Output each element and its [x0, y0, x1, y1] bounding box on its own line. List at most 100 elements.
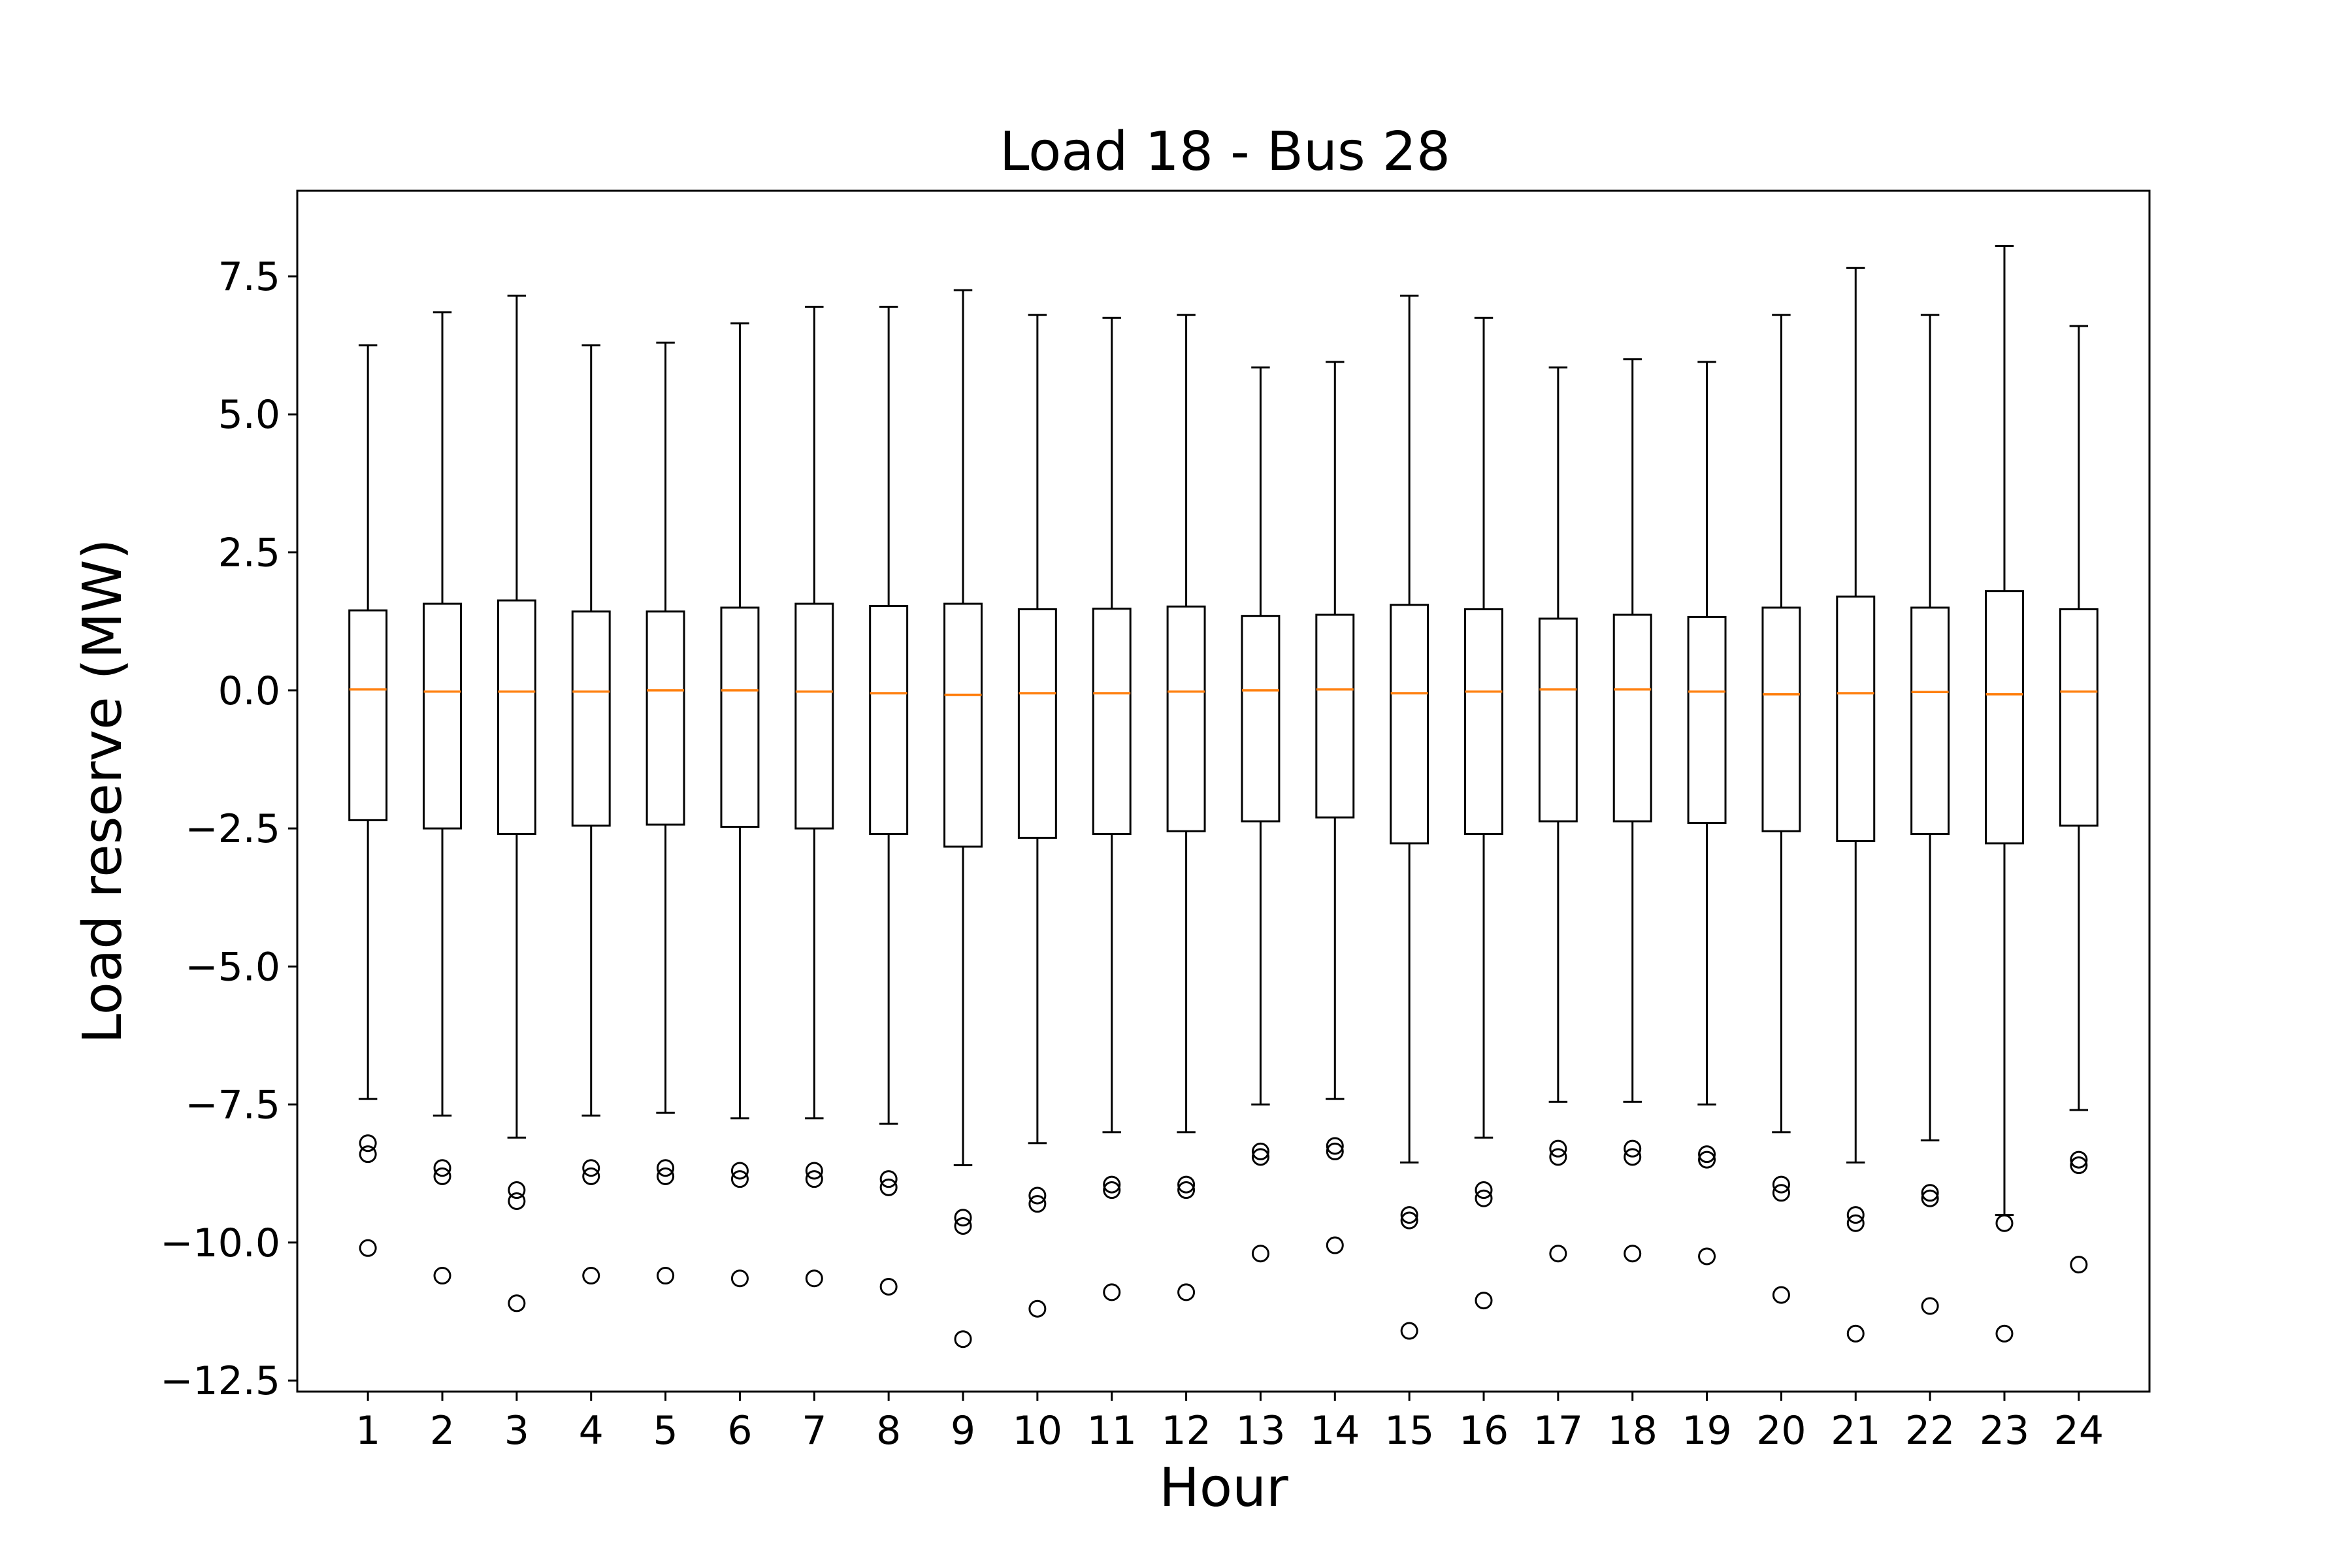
box-group [348, 344, 388, 1257]
outlier-point [1549, 1245, 1567, 1263]
outlier-point [1177, 1181, 1196, 1200]
outlier-point [1772, 1286, 1790, 1304]
outlier-point [433, 1267, 451, 1285]
outlier-point [805, 1269, 823, 1288]
outlier-point [954, 1330, 972, 1348]
box-iqr [571, 610, 611, 827]
outlier-point [2070, 1151, 2088, 1169]
plot-area [348, 245, 2099, 1348]
box-group [1761, 314, 1801, 1304]
box-iqr [1241, 615, 1281, 823]
outlier-point [730, 1162, 749, 1180]
box-group [1017, 314, 1057, 1318]
box-group [1315, 361, 1355, 1254]
y-axis-label: Load reserve (MW) [72, 539, 134, 1044]
box-group [645, 341, 685, 1285]
x-tick-label: 18 [1608, 1408, 1658, 1454]
outlier-point [657, 1159, 675, 1177]
outlier-point [508, 1192, 526, 1210]
outlier-point [1772, 1184, 1790, 1202]
outlier-point [1846, 1324, 1865, 1343]
box-group [2059, 325, 2099, 1274]
x-tick-label: 3 [504, 1408, 529, 1454]
outlier-point [1177, 1175, 1196, 1194]
box-group [869, 305, 909, 1296]
x-tick-label: 8 [876, 1408, 901, 1454]
outlier-point [1549, 1148, 1567, 1166]
box-group [1985, 245, 2024, 1343]
outlier-point [1624, 1148, 1642, 1166]
outlier-point [508, 1181, 526, 1200]
outlier-point [1475, 1292, 1493, 1310]
outlier-point [1921, 1297, 1939, 1315]
outlier-point [1772, 1175, 1790, 1194]
outlier-point [657, 1167, 675, 1185]
x-tick-label: 15 [1384, 1408, 1434, 1454]
outlier-point [1103, 1181, 1121, 1200]
box-iqr [1315, 613, 1355, 819]
box-iqr [497, 599, 536, 835]
box-group [1241, 366, 1281, 1263]
x-axis-label: Hour [1159, 1457, 1288, 1519]
x-tick-label: 10 [1013, 1408, 1062, 1454]
y-tick-label: 7.5 [218, 254, 280, 300]
x-tick-label: 19 [1682, 1408, 1731, 1454]
plot-frame [296, 189, 2151, 1393]
x-tick-label: 5 [653, 1408, 678, 1454]
outlier-point [1103, 1175, 1121, 1194]
x-tick-label: 14 [1310, 1408, 1360, 1454]
outlier-point [1103, 1283, 1121, 1301]
outlier-point [1400, 1211, 1418, 1230]
outlier-point [1475, 1189, 1493, 1207]
box-iqr [348, 609, 388, 821]
box-iqr [1612, 613, 1652, 823]
box-group [1166, 314, 1206, 1301]
outlier-point [805, 1162, 823, 1180]
x-tick-label: 4 [579, 1408, 604, 1454]
outlier-point [1846, 1206, 1865, 1224]
box-group [1538, 366, 1578, 1263]
outlier-point [433, 1159, 451, 1177]
outlier-point [1251, 1142, 1269, 1160]
x-tick-label: 12 [1161, 1408, 1211, 1454]
box-iqr [1166, 605, 1206, 832]
box-group [1836, 267, 1876, 1343]
box-group [1092, 316, 1132, 1301]
y-tick-label: 5.0 [218, 392, 280, 438]
box-group [1390, 295, 1429, 1340]
box-iqr [1985, 590, 2024, 845]
box-iqr [943, 602, 983, 848]
outlier-point [1326, 1236, 1344, 1254]
box-iqr [1390, 604, 1429, 845]
outlier-point [730, 1170, 749, 1188]
box-iqr [1687, 615, 1727, 825]
outlier-point [433, 1167, 451, 1185]
box-iqr [1761, 606, 1801, 832]
outlier-point [508, 1294, 526, 1313]
y-tick-label: −12.5 [160, 1358, 280, 1404]
box-group [794, 305, 834, 1288]
outlier-point [1028, 1195, 1047, 1213]
x-tick-label: 21 [1831, 1408, 1880, 1454]
outlier-point [1251, 1245, 1269, 1263]
outlier-point [2070, 1256, 2088, 1274]
box-iqr [869, 604, 909, 835]
outlier-point [1549, 1139, 1567, 1158]
box-group [571, 344, 611, 1285]
outlier-point [954, 1209, 972, 1227]
box-iqr [1836, 595, 1876, 842]
box-group [720, 322, 760, 1288]
outlier-point [1028, 1186, 1047, 1205]
outlier-point [2070, 1156, 2088, 1175]
y-tick-label: −10.0 [160, 1220, 280, 1266]
outlier-point [1995, 1214, 2014, 1232]
y-tick-label: −5.0 [185, 944, 280, 990]
outlier-point [1846, 1214, 1865, 1232]
x-tick-label: 17 [1533, 1408, 1583, 1454]
box-iqr [645, 610, 685, 826]
x-tick-label: 24 [2054, 1408, 2104, 1454]
outlier-point [359, 1134, 377, 1152]
outlier-point [879, 1178, 898, 1196]
box-group [1464, 316, 1503, 1310]
x-tick-label: 6 [727, 1408, 752, 1454]
